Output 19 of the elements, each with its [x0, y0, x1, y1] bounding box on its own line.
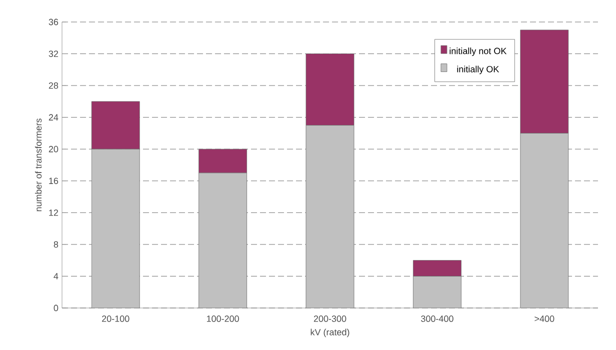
x-axis-title: kV (rated): [310, 328, 350, 338]
y-tick-label: 16: [49, 178, 58, 184]
y-tick-label: 28: [48, 82, 58, 89]
x-tick-label: 20-100: [102, 316, 130, 322]
legend-label: initially not OK: [450, 48, 507, 56]
y-tick-label: 4: [54, 273, 58, 280]
y-tick-label: 8: [54, 241, 58, 248]
y-axis-title: number of transformers: [34, 118, 42, 212]
x-tick-label: 100-200: [206, 316, 239, 322]
y-tick-label: 32: [48, 50, 58, 57]
y-tick-label: 12: [49, 210, 58, 216]
y-tick-label: 20: [48, 146, 58, 152]
x-tick-label: 300-400: [421, 316, 454, 322]
y-tick-label: 0: [54, 304, 58, 312]
x-tick-label: >400: [534, 316, 554, 322]
y-tick-label: 36: [48, 18, 58, 26]
legend-label: initially OK: [457, 66, 500, 74]
x-tick-label: 200-300: [314, 316, 346, 322]
y-tick-label: 24: [48, 114, 58, 120]
